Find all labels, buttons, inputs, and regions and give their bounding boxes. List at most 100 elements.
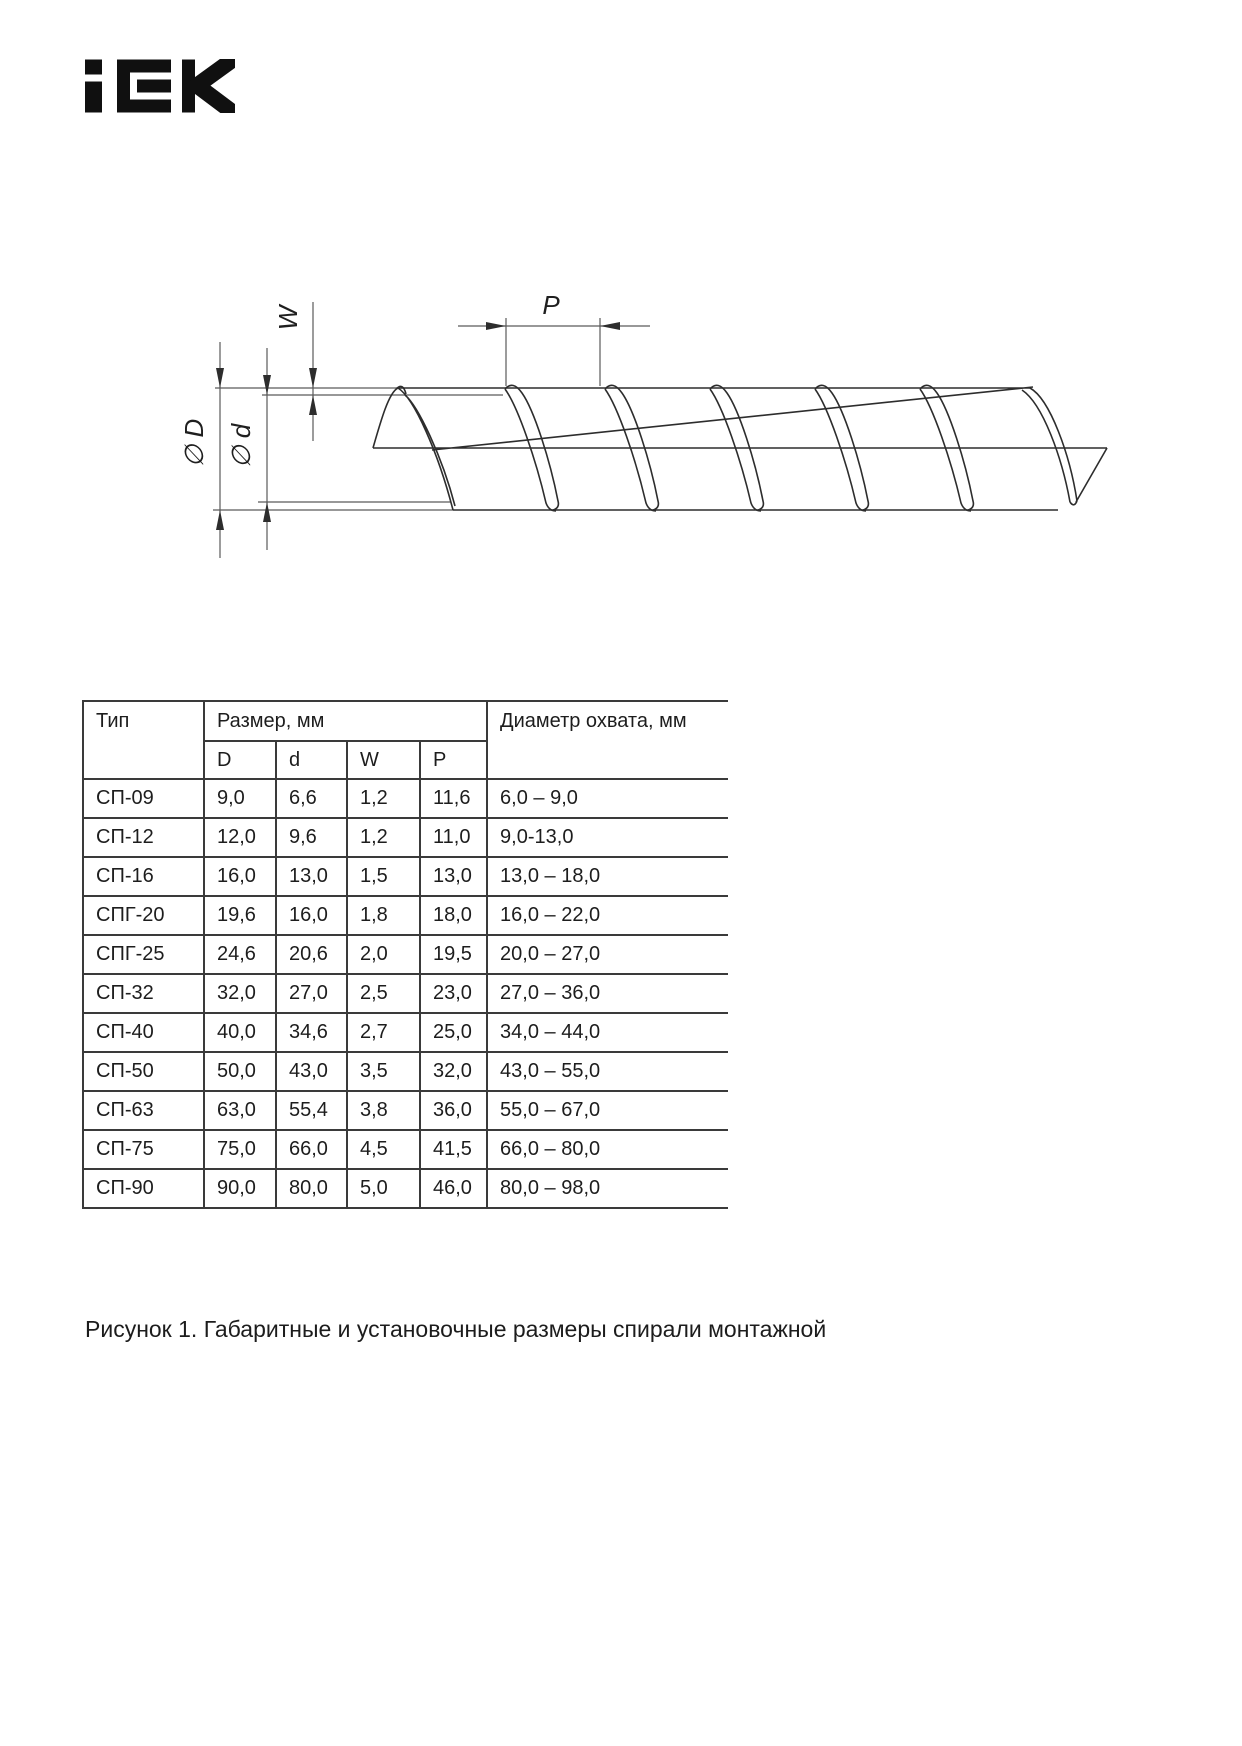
header-col-P: P [418, 740, 489, 780]
cell-D: 16,0 [203, 856, 277, 897]
spiral-turns [504, 384, 975, 512]
cell-type: СП-63 [82, 1090, 205, 1131]
cell-P: 18,0 [418, 895, 489, 936]
cell-W: 1,2 [346, 817, 421, 858]
cell-d: 13,0 [275, 856, 348, 897]
cell-P: 23,0 [418, 973, 489, 1014]
cell-W: 2,5 [346, 973, 421, 1014]
logo-e-stem [117, 59, 130, 113]
header-col-D: D [203, 740, 277, 780]
dim-label-outer-diameter: ∅ D [179, 419, 209, 468]
logo-e-top-bar [117, 59, 171, 73]
header-type: Тип [82, 700, 205, 780]
cell-d: 55,4 [275, 1090, 348, 1131]
cell-grip: 20,0 – 27,0 [486, 934, 729, 975]
cell-d: 27,0 [275, 973, 348, 1014]
cell-P: 25,0 [418, 1012, 489, 1053]
dim-label-inner-diameter: ∅ d [226, 422, 256, 468]
cell-type: СПГ-25 [82, 934, 205, 975]
logo-i-stem [85, 81, 102, 113]
cell-P: 13,0 [418, 856, 489, 897]
cell-W: 3,8 [346, 1090, 421, 1131]
cell-W: 1,8 [346, 895, 421, 936]
cell-W: 2,7 [346, 1012, 421, 1053]
cell-d: 6,6 [275, 778, 348, 819]
cell-d: 34,6 [275, 1012, 348, 1053]
cell-d: 16,0 [275, 895, 348, 936]
cell-grip: 9,0-13,0 [486, 817, 729, 858]
cell-type: СП-40 [82, 1012, 205, 1053]
cell-D: 9,0 [203, 778, 277, 819]
table-row: СП-63 63,0 55,4 3,8 36,0 55,0 – 67,0 [82, 1090, 729, 1131]
table-row: СП-09 9,0 6,6 1,2 11,6 6,0 – 9,0 [82, 778, 729, 819]
spiral-wrap-outline [372, 384, 1108, 512]
cell-W: 1,5 [346, 856, 421, 897]
cell-type: СПГ-20 [82, 895, 205, 936]
header-col-W: W [346, 740, 421, 780]
table-row: СП-75 75,0 66,0 4,5 41,5 66,0 – 80,0 [82, 1129, 729, 1170]
header-col-d: d [275, 740, 348, 780]
spec-table: Тип Размер, мм Диаметр охвата, мм D d W … [82, 700, 729, 1209]
cell-D: 32,0 [203, 973, 277, 1014]
table-row: СП-50 50,0 43,0 3,5 32,0 43,0 – 55,0 [82, 1051, 729, 1092]
header-size-group: Размер, мм [202, 700, 489, 742]
cell-grip: 6,0 – 9,0 [486, 778, 729, 819]
cell-grip: 13,0 – 18,0 [486, 856, 729, 897]
cell-P: 32,0 [418, 1051, 489, 1092]
cell-W: 1,2 [346, 778, 421, 819]
cell-grip: 27,0 – 36,0 [486, 973, 729, 1014]
cell-type: СП-50 [82, 1051, 205, 1092]
spiral-end-cut [1021, 387, 1108, 506]
cell-P: 11,0 [418, 817, 489, 858]
cell-type: СП-16 [82, 856, 205, 897]
figure-caption: Рисунок 1. Габаритные и установочные раз… [85, 1316, 827, 1342]
cell-d: 66,0 [275, 1129, 348, 1170]
logo-e-bottom-bar [117, 99, 171, 113]
cell-type: СП-09 [82, 778, 205, 819]
cell-type: СП-12 [82, 817, 205, 858]
cell-W: 2,0 [346, 934, 421, 975]
cell-grip: 34,0 – 44,0 [486, 1012, 729, 1053]
table-row: СПГ-20 19,6 16,0 1,8 18,0 16,0 – 22,0 [82, 895, 729, 936]
header-grip-diameter: Диаметр охвата, мм [486, 700, 729, 780]
table-row: СП-90 90,0 80,0 5,0 46,0 80,0 – 98,0 [82, 1168, 729, 1209]
table-row: СПГ-25 24,6 20,6 2,0 19,5 20,0 – 27,0 [82, 934, 729, 975]
cell-P: 11,6 [418, 778, 489, 819]
cell-P: 19,5 [418, 934, 489, 975]
spiral-first-turn [372, 385, 456, 511]
cell-D: 40,0 [203, 1012, 277, 1053]
cell-d: 9,6 [275, 817, 348, 858]
cell-grip: 43,0 – 55,0 [486, 1051, 729, 1092]
cell-P: 46,0 [418, 1168, 489, 1209]
cell-W: 3,5 [346, 1051, 421, 1092]
spiral-dimension-drawing: P W ∅ D ∅ d [179, 290, 1108, 558]
cell-D: 75,0 [203, 1129, 277, 1170]
table-row: СП-16 16,0 13,0 1,5 13,0 13,0 – 18,0 [82, 856, 729, 897]
cell-D: 63,0 [203, 1090, 277, 1131]
cell-W: 5,0 [346, 1168, 421, 1209]
cell-D: 50,0 [203, 1051, 277, 1092]
cell-grip: 16,0 – 22,0 [486, 895, 729, 936]
cell-grip: 80,0 – 98,0 [486, 1168, 729, 1209]
cell-d: 20,6 [275, 934, 348, 975]
cell-d: 43,0 [275, 1051, 348, 1092]
cell-P: 36,0 [418, 1090, 489, 1131]
table-row: СП-40 40,0 34,6 2,7 25,0 34,0 – 44,0 [82, 1012, 729, 1053]
cell-type: СП-32 [82, 973, 205, 1014]
iek-logo-icon [85, 59, 235, 113]
dim-label-pitch: P [542, 290, 560, 320]
cell-W: 4,5 [346, 1129, 421, 1170]
dimension-lines [213, 302, 650, 558]
logo-i-dot [85, 59, 102, 75]
cell-D: 19,6 [203, 895, 277, 936]
table-row: СП-12 12,0 9,6 1,2 11,0 9,0-13,0 [82, 817, 729, 858]
cell-D: 12,0 [203, 817, 277, 858]
cell-grip: 55,0 – 67,0 [486, 1090, 729, 1131]
logo-k-chevron [183, 59, 235, 113]
dimension-arrowheads [216, 322, 620, 530]
cell-type: СП-75 [82, 1129, 205, 1170]
cell-type: СП-90 [82, 1168, 205, 1209]
cell-D: 24,6 [203, 934, 277, 975]
cell-d: 80,0 [275, 1168, 348, 1209]
